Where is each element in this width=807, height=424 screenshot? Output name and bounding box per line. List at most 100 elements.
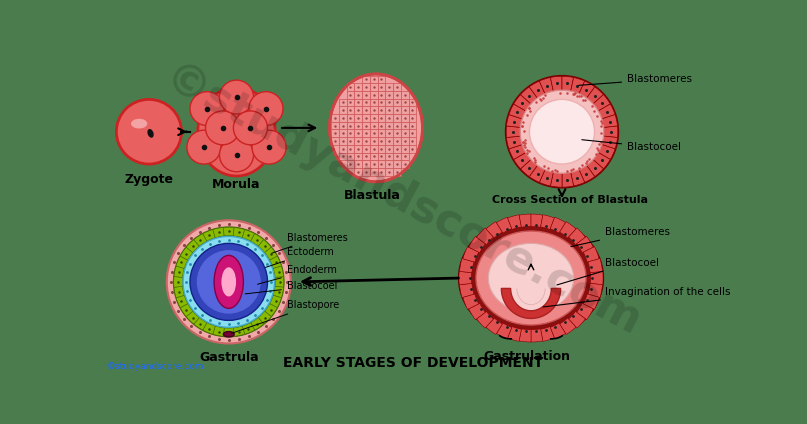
Bar <box>385 129 393 137</box>
Bar <box>393 153 401 160</box>
Wedge shape <box>514 153 531 169</box>
Bar <box>408 114 416 122</box>
Wedge shape <box>258 240 271 253</box>
Bar <box>385 106 393 114</box>
Wedge shape <box>176 256 188 268</box>
Wedge shape <box>529 165 545 182</box>
Bar <box>393 83 401 91</box>
Bar <box>354 137 362 145</box>
Ellipse shape <box>198 87 275 176</box>
Bar <box>339 137 346 145</box>
Bar <box>370 122 378 129</box>
Bar <box>362 122 370 129</box>
Wedge shape <box>598 145 615 159</box>
Wedge shape <box>459 259 474 273</box>
Bar <box>385 145 393 153</box>
Bar <box>362 153 370 160</box>
Bar <box>362 91 370 99</box>
Wedge shape <box>587 159 604 176</box>
Bar <box>354 106 362 114</box>
Bar <box>408 99 416 106</box>
Polygon shape <box>501 288 561 318</box>
Wedge shape <box>496 217 512 233</box>
Bar <box>408 129 416 137</box>
Text: Blastocoel: Blastocoel <box>557 258 659 285</box>
Bar <box>393 129 401 137</box>
Bar <box>362 168 370 176</box>
Bar <box>378 114 385 122</box>
Bar <box>354 168 362 176</box>
Text: ©studyandscore.com: ©studyandscore.com <box>157 57 649 346</box>
Bar <box>362 160 370 168</box>
Wedge shape <box>270 256 282 268</box>
Wedge shape <box>550 173 562 187</box>
Wedge shape <box>486 318 502 335</box>
Bar <box>346 122 354 129</box>
Wedge shape <box>562 76 574 91</box>
Bar <box>370 153 378 160</box>
Wedge shape <box>559 222 576 238</box>
Bar <box>362 114 370 122</box>
Wedge shape <box>469 236 485 253</box>
Wedge shape <box>270 295 282 308</box>
Wedge shape <box>265 247 278 260</box>
Wedge shape <box>180 247 193 260</box>
Circle shape <box>167 220 291 343</box>
Bar <box>401 122 408 129</box>
Bar <box>354 91 362 99</box>
Wedge shape <box>571 170 585 186</box>
Wedge shape <box>588 259 603 273</box>
Wedge shape <box>514 95 531 111</box>
Wedge shape <box>602 136 617 149</box>
Wedge shape <box>588 284 603 298</box>
Circle shape <box>196 250 261 314</box>
Wedge shape <box>469 303 485 320</box>
Bar <box>393 145 401 153</box>
Bar <box>331 129 339 137</box>
Bar <box>378 122 385 129</box>
Bar <box>362 106 370 114</box>
Wedge shape <box>521 159 537 176</box>
Text: Blastomeres: Blastomeres <box>571 227 670 247</box>
Bar <box>370 114 378 122</box>
Circle shape <box>506 76 618 187</box>
Bar <box>378 99 385 106</box>
Bar <box>393 114 401 122</box>
Bar <box>408 106 416 114</box>
Wedge shape <box>242 229 255 241</box>
Bar <box>370 137 378 145</box>
Bar <box>378 91 385 99</box>
Ellipse shape <box>131 119 148 128</box>
Bar <box>401 129 408 137</box>
Bar <box>362 99 370 106</box>
Wedge shape <box>602 114 617 127</box>
Bar <box>362 75 370 83</box>
Bar <box>346 114 354 122</box>
Bar <box>378 129 385 137</box>
Bar <box>408 145 416 153</box>
Bar <box>339 122 346 129</box>
Wedge shape <box>274 266 283 277</box>
Bar <box>378 75 385 83</box>
Wedge shape <box>463 247 479 262</box>
Bar <box>401 106 408 114</box>
Wedge shape <box>583 247 599 262</box>
Bar <box>385 137 393 145</box>
Text: Zygote: Zygote <box>124 173 174 186</box>
Ellipse shape <box>488 243 574 312</box>
Text: Blastocoel: Blastocoel <box>582 140 681 152</box>
Circle shape <box>521 90 604 173</box>
Circle shape <box>252 130 286 164</box>
Wedge shape <box>529 81 545 98</box>
Bar <box>401 91 408 99</box>
Bar <box>408 137 416 145</box>
Text: Ectoderm: Ectoderm <box>266 247 333 268</box>
Bar <box>339 153 346 160</box>
Wedge shape <box>251 318 264 330</box>
Circle shape <box>249 92 283 126</box>
Wedge shape <box>233 326 245 336</box>
Bar <box>393 137 401 145</box>
Bar <box>385 160 393 168</box>
Bar <box>346 160 354 168</box>
Bar <box>401 99 408 106</box>
